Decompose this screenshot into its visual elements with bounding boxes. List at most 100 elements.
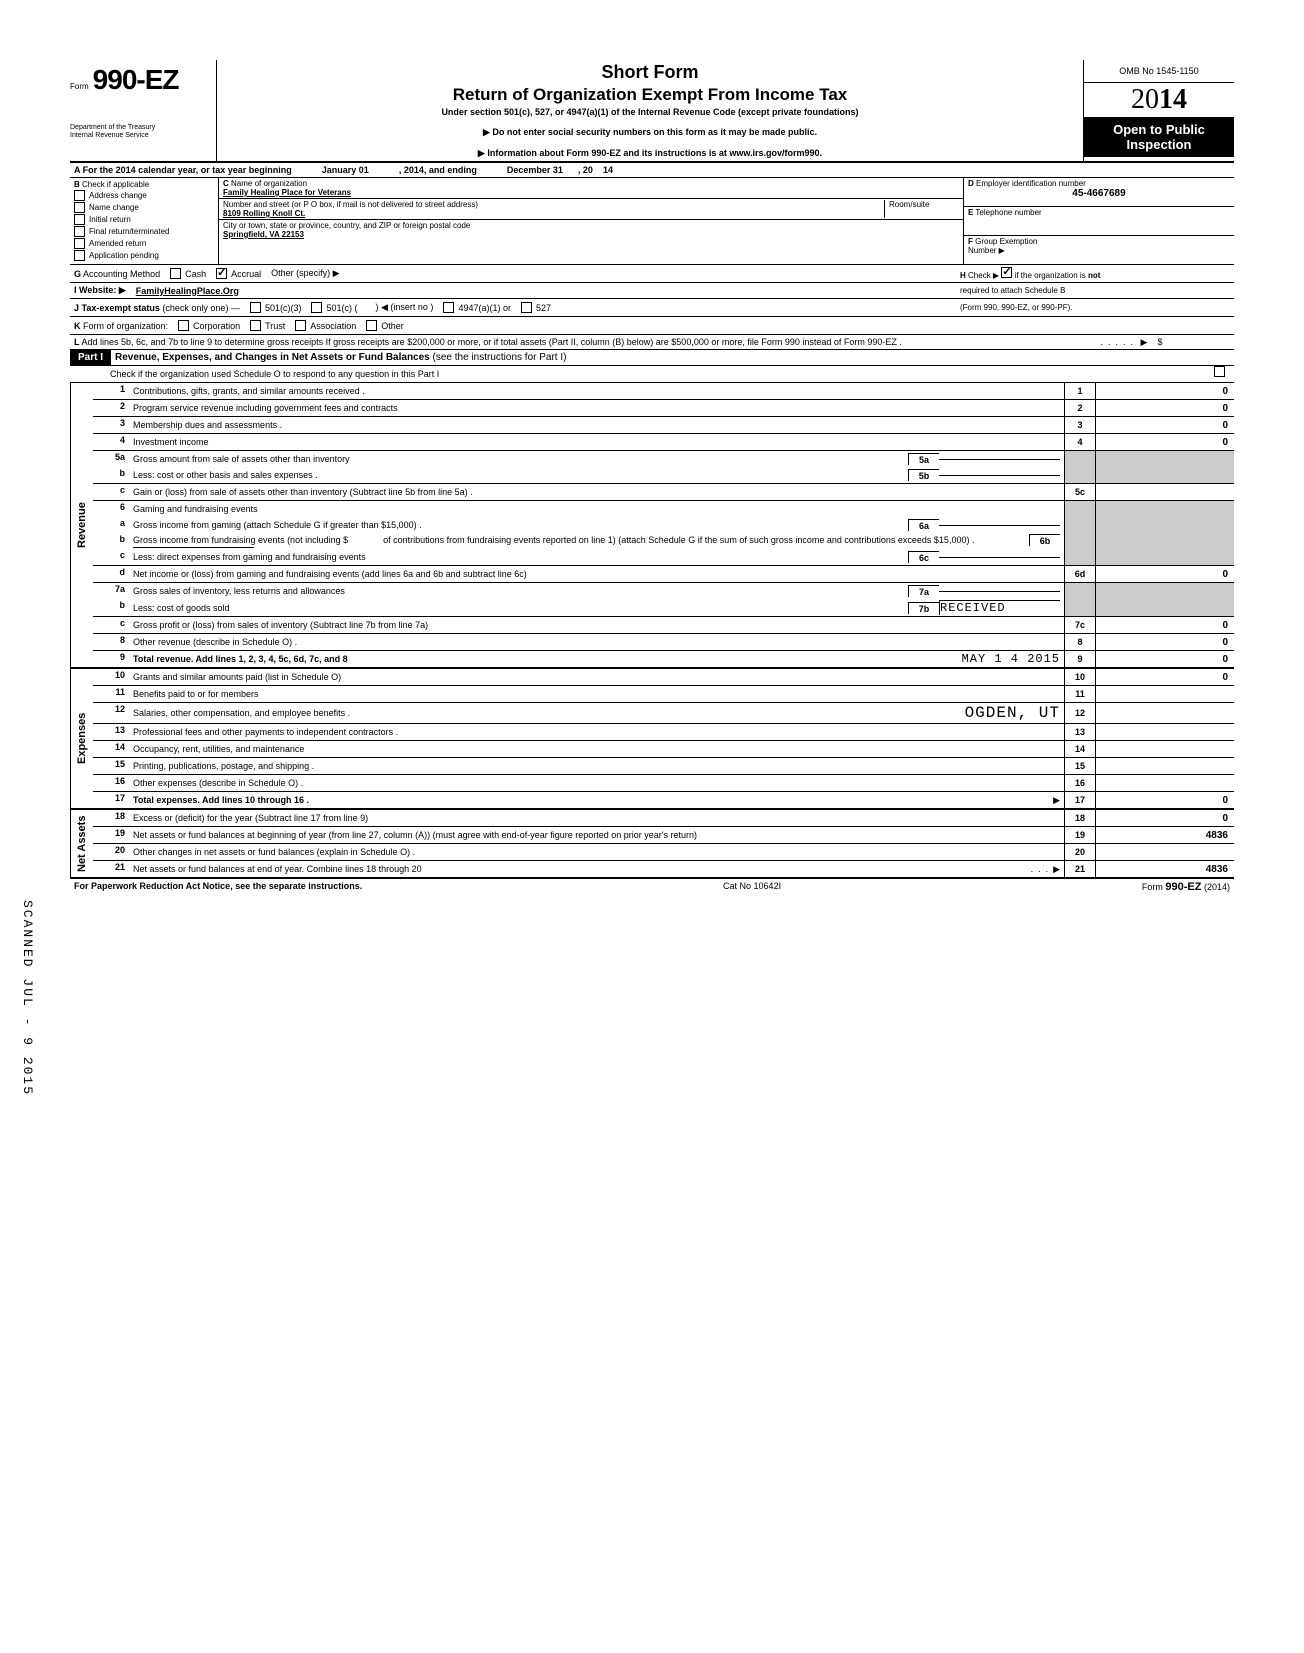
- d-letter: D: [968, 179, 974, 188]
- d-label: Employer identification number: [976, 179, 1086, 188]
- k-trust: Trust: [265, 321, 285, 331]
- cb-amended[interactable]: [74, 238, 85, 249]
- l-letter: L: [74, 337, 80, 347]
- date-stamp: MAY 1 4 2015: [962, 652, 1060, 666]
- ld7a: Gross sales of inventory, less returns a…: [133, 586, 345, 596]
- cb-cash[interactable]: [170, 268, 181, 279]
- ln12: 12: [93, 703, 129, 723]
- ln5c: c: [93, 484, 129, 500]
- cb-pending[interactable]: [74, 250, 85, 261]
- ld11: Benefits paid to or for members: [129, 686, 1064, 702]
- f-sub: Number ▶: [968, 246, 1230, 255]
- j-hint: (check only one) —: [162, 303, 240, 313]
- ln7c: c: [93, 617, 129, 633]
- cb-assoc[interactable]: [295, 320, 306, 331]
- ld17: Total expenses. Add lines 10 through 16 …: [133, 795, 309, 805]
- cb-other[interactable]: [366, 320, 377, 331]
- b-label: Check if applicable: [82, 180, 149, 189]
- ln17: 17: [93, 792, 129, 808]
- g-other: Other (specify) ▶: [271, 268, 339, 279]
- dept1: Department of the Treasury: [70, 124, 210, 132]
- cb-final[interactable]: [74, 226, 85, 237]
- j-letter: J: [74, 303, 79, 313]
- col-c: C Name of organization Family Healing Pl…: [218, 178, 963, 264]
- footer-mid: Cat No 10642I: [723, 881, 781, 893]
- g-cash: Cash: [185, 269, 206, 279]
- lv3: 0: [1095, 417, 1234, 433]
- cb-501c3[interactable]: [250, 302, 261, 313]
- row-a-ends: , 20: [578, 165, 593, 175]
- row-a-mid: , 2014, and ending: [399, 165, 477, 175]
- ld7c: Gross profit or (loss) from sales of inv…: [129, 617, 1064, 633]
- header-row: Form 990-EZ Department of the Treasury I…: [70, 60, 1234, 163]
- part1-hint: (see the instructions for Part I): [433, 352, 567, 363]
- lm5a: 5a: [908, 453, 939, 465]
- city-value: Springfield, VA 22153: [223, 230, 959, 239]
- l-dollar: $: [1157, 337, 1162, 347]
- form-990ez: Form 990-EZ Department of the Treasury I…: [70, 60, 1234, 895]
- ld6b1: Gross income from fundraising events (no…: [133, 535, 348, 545]
- l-text: Add lines 5b, 6c, and 7b to line 9 to de…: [82, 337, 902, 347]
- lb20: 20: [1064, 844, 1095, 860]
- lv18: 0: [1095, 810, 1234, 826]
- scanned-stamp: SCANNED JUL - 9 2015: [20, 900, 35, 1096]
- cb-4947[interactable]: [443, 302, 454, 313]
- line-j: J Tax-exempt status (check only one) — 5…: [70, 299, 1234, 317]
- lm7b: 7b: [908, 602, 939, 614]
- f-label: Group Exemption: [975, 237, 1037, 246]
- part1-check-row: Check if the organization used Schedule …: [70, 366, 1234, 383]
- cb-name-change[interactable]: [74, 202, 85, 213]
- ld5a: Gross amount from sale of assets other t…: [133, 454, 350, 464]
- ld10: Grants and similar amounts paid (list in…: [129, 669, 1064, 685]
- bcdef-row: B Check if applicable Address change Nam…: [70, 178, 1234, 265]
- col-def: D Employer identification number 45-4667…: [963, 178, 1234, 264]
- cb-h[interactable]: [1001, 267, 1012, 278]
- website-value: FamilyHealingPlace.Org: [136, 286, 239, 296]
- lb16: 16: [1064, 775, 1095, 791]
- open-to-public: Open to Public Inspection: [1084, 118, 1234, 157]
- lv21: 4836: [1095, 861, 1234, 877]
- cb-trust[interactable]: [250, 320, 261, 331]
- cb-address-change[interactable]: [74, 190, 85, 201]
- lm6a: 6a: [908, 519, 939, 531]
- subtitle: Under section 501(c), 527, or 4947(a)(1)…: [225, 107, 1075, 117]
- lv10: 0: [1095, 669, 1234, 685]
- lb14: 14: [1064, 741, 1095, 757]
- line-l: L Add lines 5b, 6c, and 7b to line 9 to …: [70, 335, 1234, 350]
- k-other: Other: [381, 321, 404, 331]
- j-o4: 527: [536, 303, 551, 313]
- cb-501c[interactable]: [311, 302, 322, 313]
- ln19: 19: [93, 827, 129, 843]
- netassets-label: Net Assets: [70, 810, 93, 877]
- cb-527[interactable]: [521, 302, 532, 313]
- ln7b: b: [93, 599, 129, 616]
- ld21: Net assets or fund balances at end of ye…: [133, 864, 422, 874]
- cb-corp[interactable]: [178, 320, 189, 331]
- ln1: 1: [93, 383, 129, 399]
- ld12: Salaries, other compensation, and employ…: [133, 708, 350, 718]
- lb4: 4: [1064, 434, 1095, 450]
- cb-part1-schedule-o[interactable]: [1214, 366, 1225, 377]
- lb17: 17: [1064, 792, 1095, 808]
- ln20: 20: [93, 844, 129, 860]
- ld6: Gaming and fundraising events: [129, 501, 1064, 517]
- ln10: 10: [93, 669, 129, 685]
- h-t1: if the organization is: [1015, 271, 1086, 280]
- ln14: 14: [93, 741, 129, 757]
- ln5b: b: [93, 467, 129, 483]
- row-a-begin: January 01: [322, 165, 369, 175]
- ld2: Program service revenue including govern…: [129, 400, 1064, 416]
- cb-accrual[interactable]: [216, 268, 227, 279]
- line-g: G Accounting Method Cash Accrual Other (…: [70, 265, 1234, 283]
- footer-ry: (2014): [1204, 882, 1230, 892]
- lb19: 19: [1064, 827, 1095, 843]
- opt-pending: Application pending: [89, 251, 159, 260]
- ld7b: Less: cost of goods sold: [133, 603, 230, 613]
- h-t3: required to attach Schedule B: [960, 286, 1230, 295]
- i-label: Website: ▶: [79, 285, 126, 295]
- lv4: 0: [1095, 434, 1234, 450]
- lb21: 21: [1064, 861, 1095, 877]
- expenses-label: Expenses: [70, 669, 93, 808]
- cb-initial[interactable]: [74, 214, 85, 225]
- ld3: Membership dues and assessments .: [129, 417, 1064, 433]
